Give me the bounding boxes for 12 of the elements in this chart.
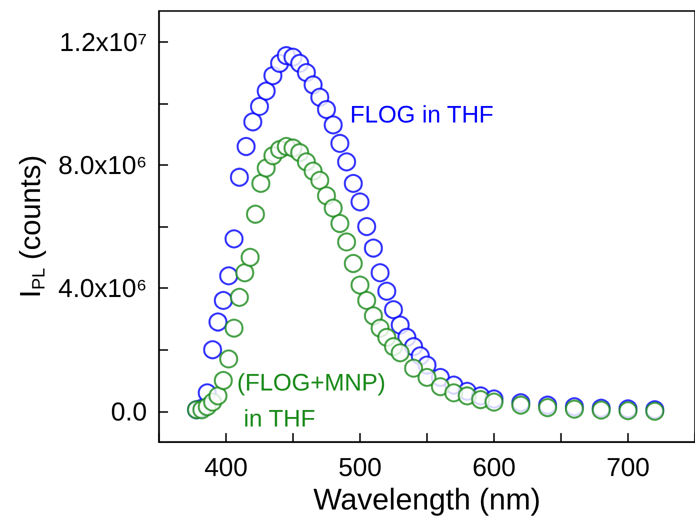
y-tick-label: 1.2x10⁷ xyxy=(60,26,147,57)
series-label: FLOG in THF xyxy=(350,102,494,128)
x-tick-label: 700 xyxy=(606,452,650,482)
series-label: (FLOG+MNP) in THF xyxy=(237,370,386,432)
y-tick-label: 8.0x10⁶ xyxy=(58,150,147,180)
y-axis-title: IPL (counts) xyxy=(15,155,48,298)
x-axis-title: Wavelength (nm) xyxy=(313,484,541,516)
x-tick-label: 400 xyxy=(204,452,248,482)
y-tick-label: 0.0 xyxy=(110,396,147,426)
x-tick-label: 500 xyxy=(338,452,382,482)
x-tick-label: 600 xyxy=(472,452,516,482)
y-tick-label: 4.0x10⁶ xyxy=(58,273,147,304)
